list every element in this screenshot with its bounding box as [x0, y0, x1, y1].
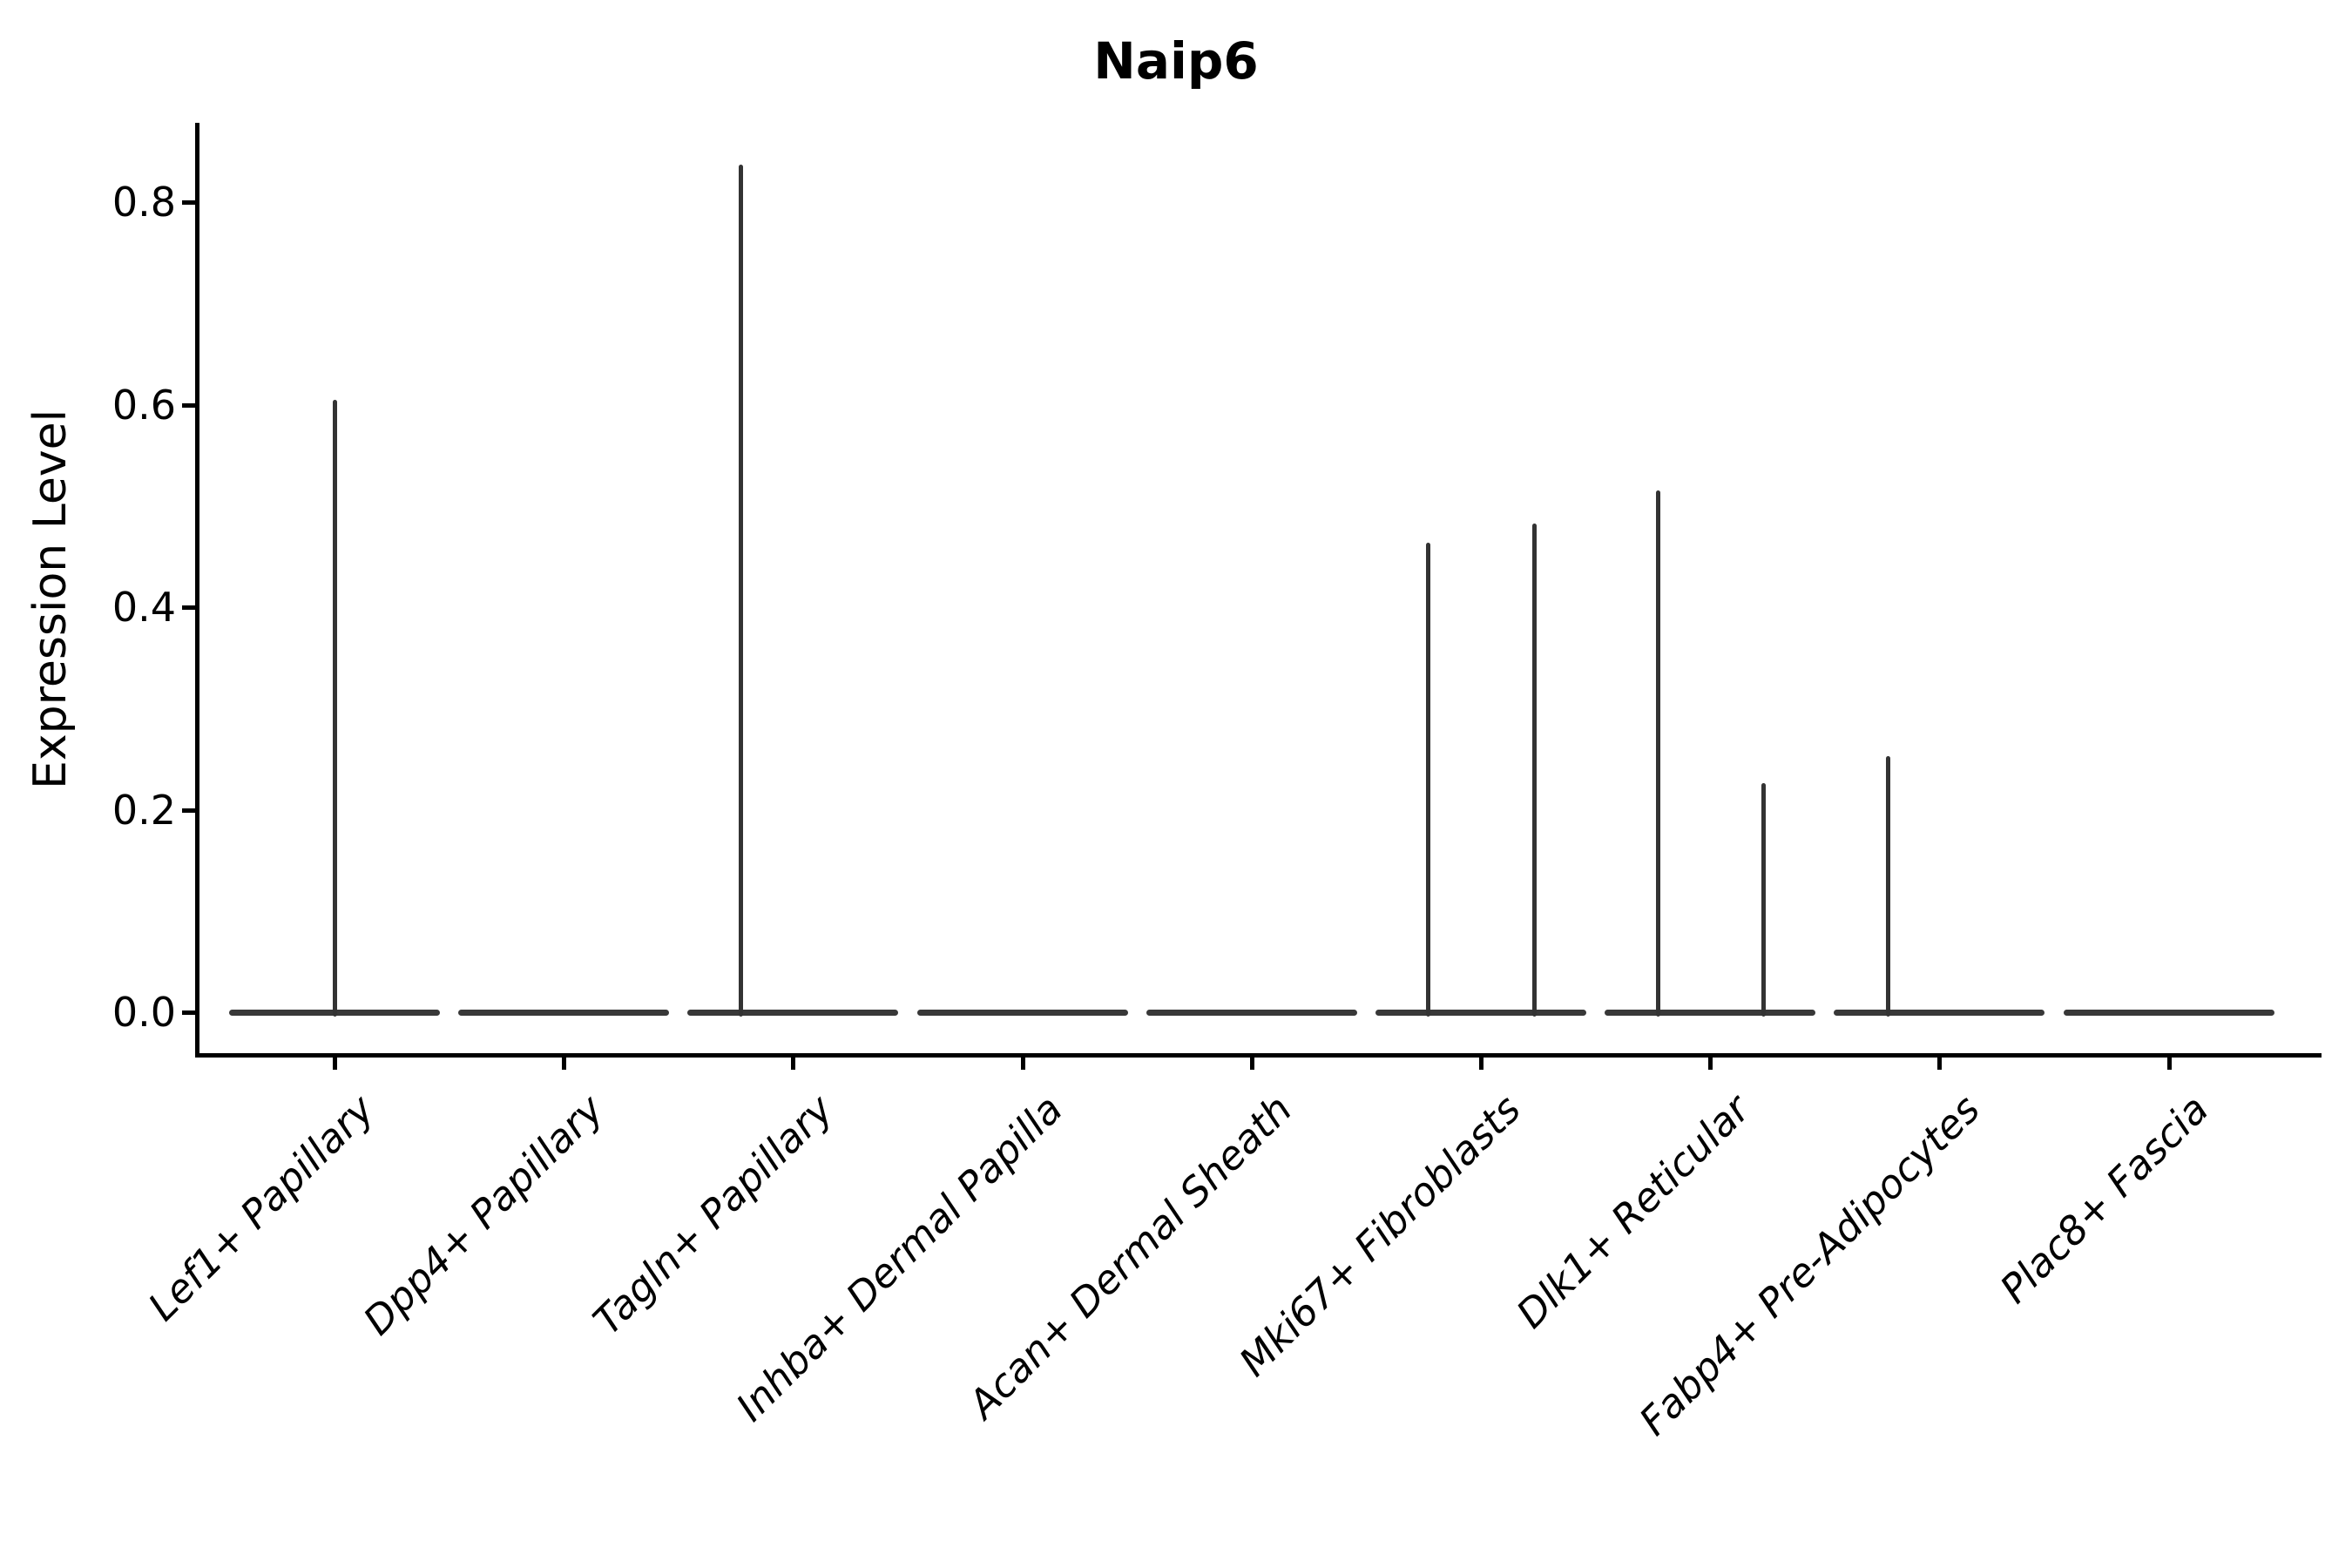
- violin-base: [1834, 1010, 2045, 1016]
- y-axis-tick: [182, 605, 198, 610]
- violin-base: [458, 1010, 670, 1016]
- y-axis-tick: [182, 808, 198, 813]
- violin-base: [1375, 1010, 1586, 1016]
- y-axis-tick-label: 0.4: [112, 584, 176, 631]
- x-axis-tick: [1708, 1058, 1713, 1070]
- y-axis-spine: [195, 123, 199, 1058]
- x-axis-tick-label: Lef1+ Papillary: [139, 1085, 384, 1330]
- y-axis-tick-label: 0.6: [112, 381, 176, 429]
- x-axis-tick: [333, 1058, 337, 1070]
- y-axis-tick: [182, 1010, 198, 1015]
- x-axis-tick: [1020, 1058, 1025, 1070]
- x-axis-spine: [195, 1053, 2322, 1058]
- violin-base: [1146, 1010, 1357, 1016]
- x-axis-tick-label: Dlk1+ Reticular: [1507, 1085, 1760, 1337]
- violin-spike: [333, 399, 337, 1017]
- violin-spike: [1886, 755, 1891, 1017]
- violin-spike: [1655, 490, 1660, 1017]
- x-axis-tick: [562, 1058, 567, 1070]
- x-axis-tick-label: Plac8+ Fascia: [1990, 1085, 2218, 1313]
- violin-base: [2063, 1010, 2274, 1016]
- x-axis-tick: [791, 1058, 796, 1070]
- violin-base: [916, 1010, 1128, 1016]
- violin-spike: [738, 164, 743, 1017]
- x-axis-tick: [1249, 1058, 1254, 1070]
- x-axis-tick-label: Dpp4+ Papillary: [355, 1085, 613, 1344]
- plot-title: Naip6: [1093, 31, 1259, 91]
- violin-spike: [1761, 783, 1766, 1017]
- x-axis-tick: [2166, 1058, 2172, 1070]
- y-axis-tick-label: 0.2: [112, 786, 176, 834]
- y-axis-tick-label: 0.0: [112, 989, 176, 1036]
- violin-spike: [1426, 542, 1431, 1017]
- violin-base: [687, 1010, 899, 1016]
- y-axis-tick-label: 0.8: [112, 179, 176, 226]
- y-axis-tick: [182, 200, 198, 205]
- violin-base: [1605, 1010, 1816, 1016]
- x-axis-tick: [1937, 1058, 1943, 1070]
- x-axis-tick-label: Tagln+ Papillary: [584, 1085, 842, 1344]
- y-axis-tick: [182, 402, 198, 408]
- violin-spike: [1531, 523, 1537, 1017]
- x-axis-tick: [1479, 1058, 1484, 1070]
